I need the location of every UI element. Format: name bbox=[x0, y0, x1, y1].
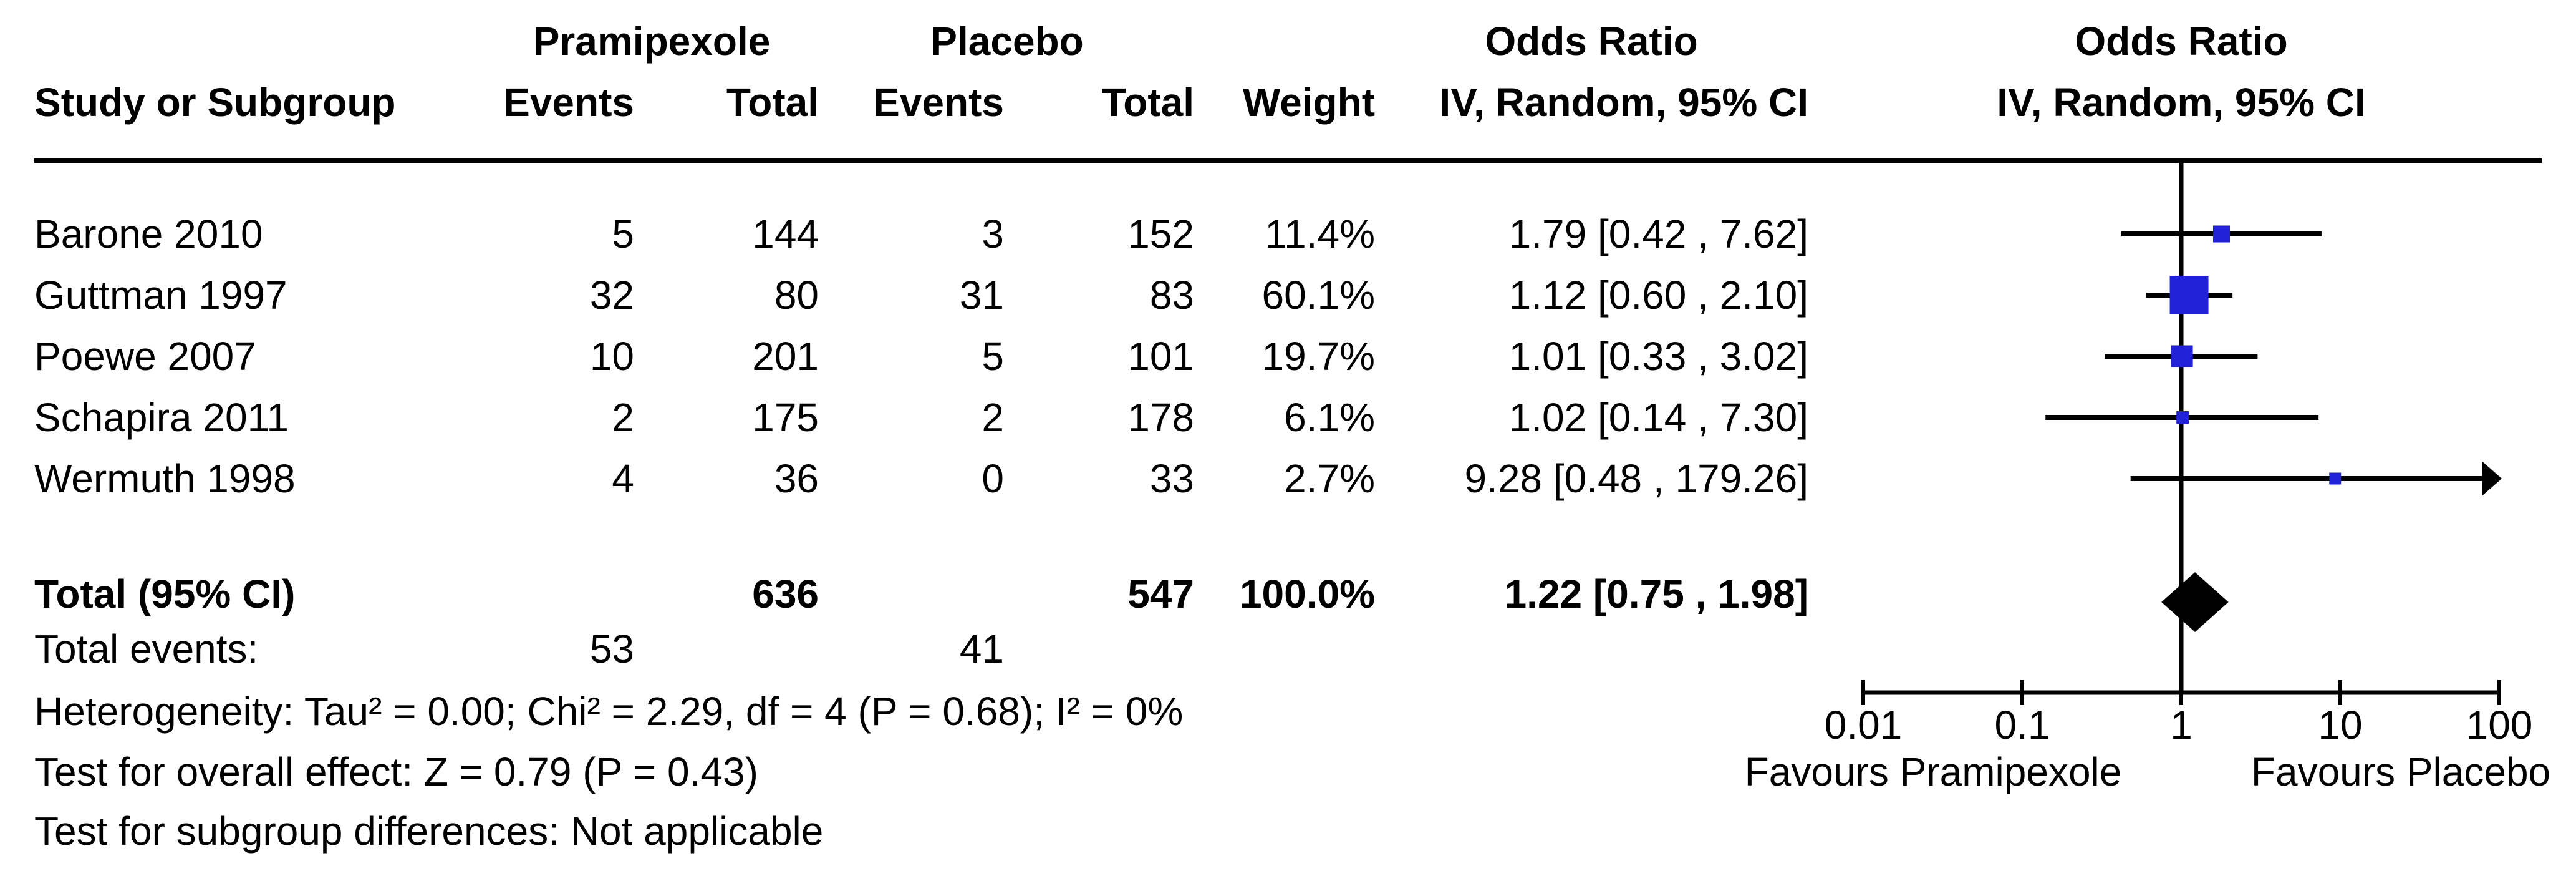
total-treat: 201 bbox=[752, 334, 819, 379]
study-name: Barone 2010 bbox=[34, 212, 263, 256]
study-name: Wermuth 1998 bbox=[34, 456, 296, 501]
weight-value: 6.1% bbox=[1284, 395, 1375, 440]
events-ctrl: 31 bbox=[959, 273, 1004, 318]
col-header-study: Study or Subgroup bbox=[34, 80, 396, 125]
events-ctrl: 0 bbox=[982, 456, 1004, 501]
events-treat: 4 bbox=[612, 456, 634, 501]
total-ctrl: 101 bbox=[1127, 334, 1194, 379]
ci-overflow-arrow bbox=[2482, 461, 2502, 496]
axis-tick-mark bbox=[2020, 680, 2024, 705]
total-treat-sum: 636 bbox=[752, 572, 819, 616]
summary-diamond bbox=[2161, 572, 2229, 632]
total-events-treat: 53 bbox=[589, 626, 634, 671]
events-ctrl: 5 bbox=[982, 334, 1004, 379]
group-header-control: Placebo bbox=[930, 19, 1084, 64]
study-weight-marker bbox=[2171, 345, 2193, 367]
axis-tick-label: 0.1 bbox=[1994, 703, 2050, 747]
group-header-treatment: Pramipexole bbox=[533, 19, 771, 64]
events-treat: 2 bbox=[612, 395, 634, 440]
null-effect-line bbox=[2179, 162, 2184, 693]
overall-effect-test: Test for overall effect: Z = 0.79 (P = 0… bbox=[34, 749, 758, 794]
total-treat: 80 bbox=[774, 273, 819, 318]
col-header-method-text: IV, Random, 95% CI bbox=[1439, 80, 1808, 125]
total-or-ci-text: 1.22 [0.75 , 1.98] bbox=[1504, 572, 1808, 616]
subgroup-diff-test: Test for subgroup differences: Not appli… bbox=[34, 809, 824, 854]
weight-value: 19.7% bbox=[1261, 334, 1375, 379]
total-weight: 100.0% bbox=[1239, 572, 1375, 616]
or-ci-text: 9.28 [0.48 , 179.26] bbox=[1464, 456, 1808, 501]
axis-tick-label: 1 bbox=[2170, 703, 2192, 747]
weight-value: 2.7% bbox=[1284, 456, 1375, 501]
col-header-events-ctrl: Events bbox=[873, 80, 1004, 125]
col-header-weight: Weight bbox=[1242, 80, 1375, 125]
total-treat: 36 bbox=[774, 456, 819, 501]
or-ci-text: 1.01 [0.33 , 3.02] bbox=[1508, 334, 1808, 379]
group-header-odds-ratio-text: Odds Ratio bbox=[1485, 19, 1698, 64]
col-header-total-treat: Total bbox=[726, 80, 819, 125]
total-ctrl: 152 bbox=[1127, 212, 1194, 256]
total-treat: 175 bbox=[752, 395, 819, 440]
total-treat: 144 bbox=[752, 212, 819, 256]
favours-right-label: Favours Placebo bbox=[2250, 749, 2551, 794]
col-header-total-ctrl: Total bbox=[1101, 80, 1194, 125]
or-ci-text: 1.12 [0.60 , 2.10] bbox=[1508, 273, 1808, 318]
axis-tick-label: 100 bbox=[2466, 703, 2533, 747]
study-weight-marker bbox=[2176, 411, 2189, 424]
total-events-ctrl: 41 bbox=[959, 626, 1004, 671]
events-treat: 32 bbox=[589, 273, 634, 318]
weight-value: 60.1% bbox=[1261, 273, 1375, 318]
study-weight-marker bbox=[2212, 225, 2230, 243]
events-treat: 5 bbox=[612, 212, 634, 256]
total-ctrl: 33 bbox=[1149, 456, 1194, 501]
axis-tick-label: 0.01 bbox=[1824, 703, 1903, 747]
ci-line bbox=[2130, 476, 2482, 481]
study-name: Guttman 1997 bbox=[34, 273, 287, 318]
total-ctrl: 178 bbox=[1127, 395, 1194, 440]
axis-tick-mark bbox=[2179, 680, 2183, 705]
weight-value: 11.4% bbox=[1265, 212, 1375, 256]
axis-tick-mark bbox=[2497, 680, 2501, 705]
axis-tick-mark bbox=[2338, 680, 2342, 705]
header-separator-line bbox=[34, 158, 2542, 163]
axis-tick-mark bbox=[1861, 680, 1865, 705]
events-ctrl: 2 bbox=[982, 395, 1004, 440]
total-ctrl: 83 bbox=[1149, 273, 1194, 318]
total-events-label: Total events: bbox=[34, 626, 259, 671]
or-ci-text: 1.79 [0.42 , 7.62] bbox=[1508, 212, 1808, 256]
group-header-odds-ratio-plot: Odds Ratio bbox=[2075, 19, 2288, 64]
study-weight-marker bbox=[2169, 276, 2209, 314]
study-name: Schapira 2011 bbox=[34, 395, 289, 440]
events-ctrl: 3 bbox=[982, 212, 1004, 256]
total-ctrl-sum: 547 bbox=[1127, 572, 1194, 616]
col-header-method-plot: IV, Random, 95% CI bbox=[1997, 80, 2366, 125]
or-ci-text: 1.02 [0.14 , 7.30] bbox=[1508, 395, 1808, 440]
axis-tick-label: 10 bbox=[2318, 703, 2363, 747]
total-row-label: Total (95% CI) bbox=[34, 572, 296, 616]
events-treat: 10 bbox=[589, 334, 634, 379]
heterogeneity-stats: Heterogeneity: Tau² = 0.00; Chi² = 2.29,… bbox=[34, 689, 1184, 734]
study-name: Poewe 2007 bbox=[34, 334, 256, 379]
favours-left-label: Favours Pramipexole bbox=[1744, 749, 2122, 794]
col-header-events-treat: Events bbox=[503, 80, 634, 125]
study-weight-marker bbox=[2329, 472, 2342, 485]
